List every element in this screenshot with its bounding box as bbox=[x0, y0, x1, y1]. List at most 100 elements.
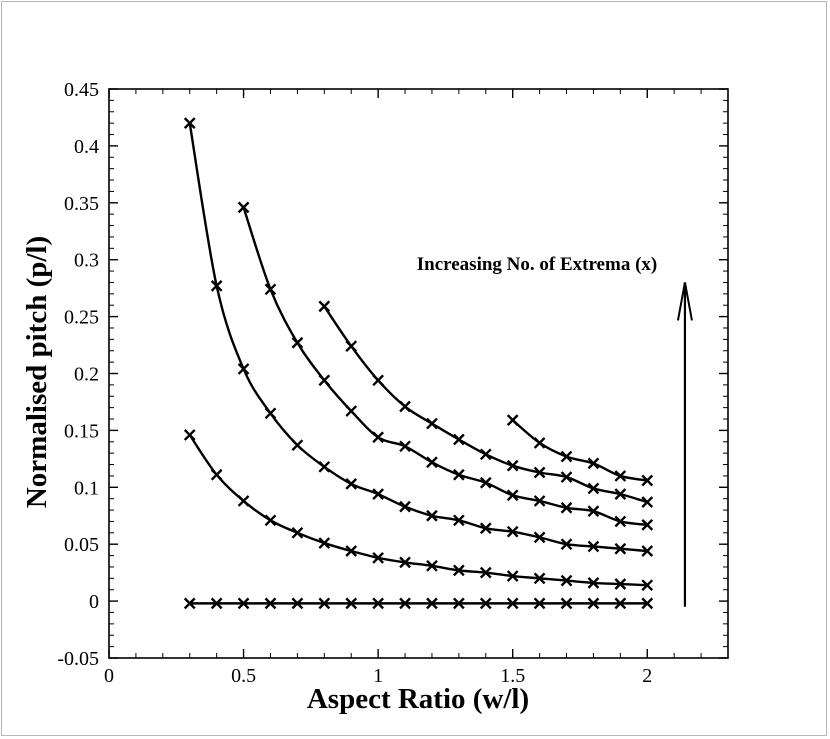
y-tick-label: 0.05 bbox=[64, 534, 99, 556]
y-tick-label: 0.45 bbox=[64, 79, 99, 101]
data-point-marker bbox=[264, 283, 277, 296]
data-point-marker bbox=[237, 597, 250, 610]
data-point-marker bbox=[641, 519, 654, 531]
data-point-marker bbox=[614, 515, 627, 528]
plot-area-border bbox=[108, 88, 729, 659]
x-tick-label: 2 bbox=[642, 665, 652, 687]
data-point-marker bbox=[183, 597, 196, 610]
data-point-marker bbox=[560, 471, 573, 483]
data-point-marker bbox=[506, 597, 519, 610]
data-point-marker bbox=[426, 597, 438, 610]
data-point-marker bbox=[641, 474, 654, 487]
data-point-marker bbox=[291, 597, 304, 610]
data-point-marker bbox=[506, 525, 519, 538]
data-point-marker bbox=[560, 597, 573, 610]
data-point-marker bbox=[372, 431, 384, 444]
data-point-marker bbox=[210, 597, 223, 610]
x-axis: 0 0.5 1 1.5 2 bbox=[104, 89, 702, 687]
series-line-curve-5 bbox=[323, 305, 648, 504]
y-tick-label: 0.25 bbox=[64, 307, 99, 329]
data-point-marker bbox=[533, 495, 546, 507]
y-axis: -0.05 0 0.05 0.1 0.15 0.2 0.25 0.3 0.35 0.4 0.45 bbox=[57, 79, 728, 670]
data-point-marker bbox=[560, 574, 573, 587]
data-point-marker bbox=[318, 597, 331, 610]
data-point-marker bbox=[533, 572, 546, 585]
data-point-marker bbox=[399, 597, 411, 610]
data-point-marker bbox=[506, 459, 519, 472]
data-point-marker bbox=[479, 448, 492, 461]
data-point-marker bbox=[614, 470, 627, 482]
data-point-marker bbox=[426, 509, 438, 522]
data-point-marker bbox=[372, 374, 384, 387]
data-point-marker bbox=[237, 495, 250, 507]
data-point-marker bbox=[291, 439, 304, 452]
data-point-marker bbox=[318, 537, 331, 549]
data-point-marker bbox=[533, 531, 546, 544]
data-point-marker bbox=[399, 440, 411, 453]
data-point-marker bbox=[345, 478, 358, 490]
data-point-marker bbox=[587, 457, 600, 470]
series-line-curve-4 bbox=[242, 206, 648, 527]
data-point-marker bbox=[318, 374, 331, 387]
data-point-marker bbox=[506, 570, 519, 582]
data-point-marker bbox=[533, 466, 546, 479]
data-point-marker bbox=[237, 201, 250, 214]
data-point-marker bbox=[291, 526, 304, 539]
data-point-marker bbox=[291, 336, 304, 349]
data-point-marker bbox=[237, 363, 250, 375]
x-axis-label: Aspect Ratio (w/l) bbox=[307, 683, 529, 715]
y-tick-label: 0.3 bbox=[74, 250, 99, 272]
y-tick-label: 0.35 bbox=[64, 193, 99, 215]
x-tick-label: 0 bbox=[104, 665, 114, 687]
annotation: Increasing No. of Extrema (x) bbox=[417, 254, 693, 607]
data-point-marker bbox=[533, 597, 546, 610]
data-point-marker bbox=[614, 597, 627, 610]
data-point-marker bbox=[345, 405, 358, 417]
annotation-arrow-head bbox=[676, 282, 693, 321]
data-point-marker bbox=[372, 488, 384, 500]
data-point-marker bbox=[479, 566, 492, 579]
y-tick-label: 0.2 bbox=[74, 364, 99, 386]
data-point-marker bbox=[453, 597, 465, 610]
data-point-marker bbox=[183, 429, 196, 441]
data-point-marker bbox=[399, 556, 411, 569]
data-point-marker bbox=[399, 400, 411, 413]
data-point-marker bbox=[614, 542, 627, 555]
data-point-marker bbox=[399, 500, 411, 513]
data-point-marker bbox=[614, 488, 627, 500]
annotation-text: Increasing No. of Extrema (x) bbox=[417, 254, 657, 275]
data-point-marker bbox=[264, 514, 277, 527]
y-axis-label: Normalised pitch (p/l) bbox=[21, 236, 53, 508]
y-tick-label: -0.05 bbox=[57, 648, 99, 670]
data-point-marker bbox=[479, 476, 492, 489]
data-point-marker bbox=[453, 433, 465, 446]
data-point-marker bbox=[210, 280, 223, 292]
data-point-marker bbox=[318, 300, 331, 313]
y-tick-label: 0.1 bbox=[74, 477, 99, 499]
data-point-marker bbox=[533, 437, 546, 449]
data-point-marker bbox=[453, 514, 465, 527]
data-point-marker bbox=[614, 578, 627, 590]
data-point-marker bbox=[587, 577, 600, 589]
data-point-marker bbox=[587, 540, 600, 553]
data-point-marker bbox=[641, 579, 654, 592]
data-point-marker bbox=[560, 450, 573, 463]
x-tick-label: 1.5 bbox=[500, 665, 525, 687]
data-point-marker bbox=[587, 505, 600, 518]
data-point-marker bbox=[264, 597, 277, 610]
data-point-marker bbox=[587, 482, 600, 495]
y-tick-label: 0.4 bbox=[74, 136, 99, 158]
data-point-marker bbox=[426, 417, 438, 430]
data-point-marker bbox=[560, 501, 573, 514]
data-point-marker bbox=[506, 414, 519, 427]
data-point-marker bbox=[264, 407, 277, 420]
data-point-marker bbox=[479, 522, 492, 535]
series-layer bbox=[183, 117, 654, 610]
y-tick-label: 0 bbox=[89, 591, 99, 613]
series-line-curve-3 bbox=[188, 122, 648, 553]
data-point-marker bbox=[426, 456, 438, 469]
data-point-marker bbox=[372, 597, 384, 610]
data-point-marker bbox=[210, 468, 223, 481]
